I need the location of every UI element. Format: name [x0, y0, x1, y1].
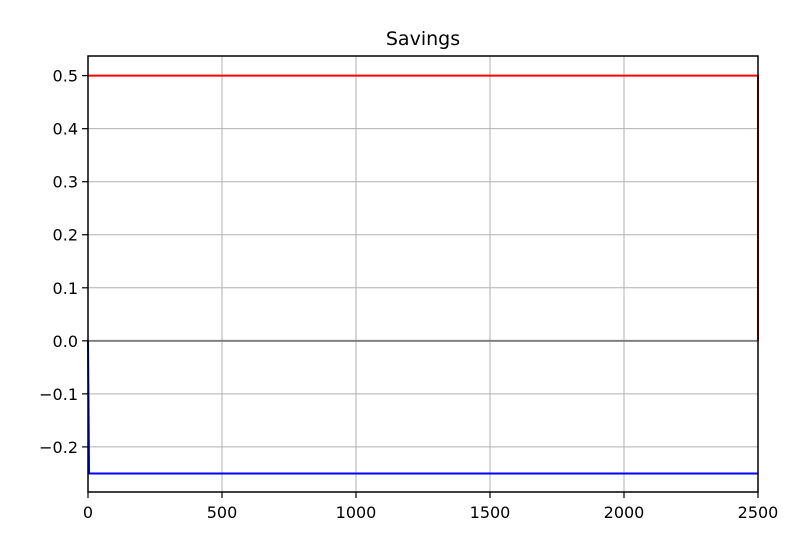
x-tick-label: 500 — [207, 503, 238, 522]
y-tick-label: 0.2 — [53, 226, 78, 245]
y-tick-label: 0.0 — [53, 332, 78, 351]
y-tick-label: −0.1 — [39, 385, 78, 404]
x-tick-label: 1000 — [336, 503, 377, 522]
y-tick-label: 0.3 — [53, 173, 78, 192]
plot-frame — [87, 55, 759, 493]
y-tick-label: 0.5 — [53, 67, 78, 86]
y-tick-label: 0.4 — [53, 120, 78, 139]
x-tick-label: 2000 — [604, 503, 645, 522]
x-tick-label: 0 — [83, 503, 93, 522]
x-tick-label: 2500 — [738, 503, 779, 522]
y-tick-label: 0.1 — [53, 279, 78, 298]
chart-title: Savings — [386, 28, 460, 50]
x-tick-label: 1500 — [470, 503, 511, 522]
axis-tick-labels: 0 500 1000 1500 2000 2500 0.5 0.4 0.3 0.2 0.1 0.0 −0… — [39, 67, 778, 522]
axis-ticks — [82, 75, 759, 498]
y-tick-label: −0.2 — [39, 438, 78, 457]
